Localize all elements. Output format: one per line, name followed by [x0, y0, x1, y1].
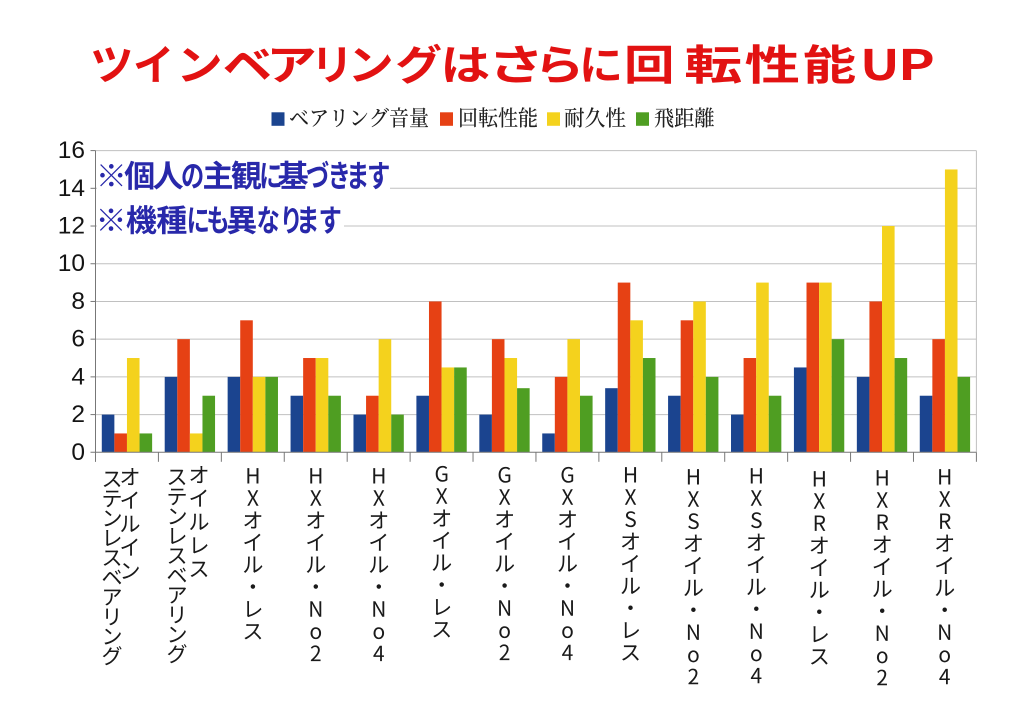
svg-text:2: 2 — [71, 401, 85, 428]
svg-text:12: 12 — [58, 213, 85, 240]
svg-text:8: 8 — [71, 288, 85, 315]
svg-text:16: 16 — [58, 137, 85, 164]
svg-text:10: 10 — [58, 250, 85, 277]
svg-text:0: 0 — [71, 439, 85, 466]
svg-text:14: 14 — [58, 175, 85, 202]
svg-text:4: 4 — [71, 363, 85, 390]
svg-text:6: 6 — [71, 326, 85, 353]
